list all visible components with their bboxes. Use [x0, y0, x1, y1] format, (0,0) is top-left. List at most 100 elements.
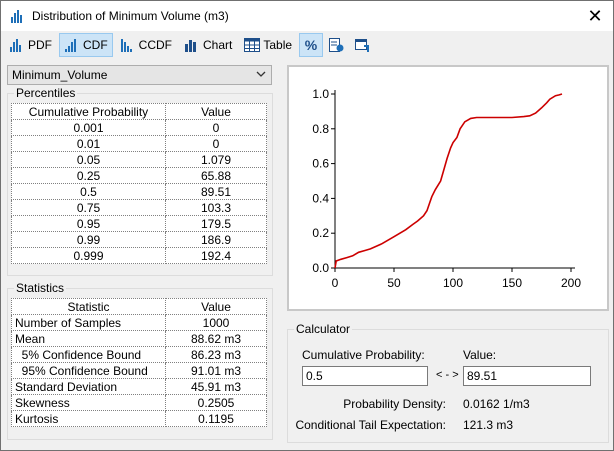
chart-label: Chart	[203, 38, 233, 52]
cdf-button[interactable]: CDF	[59, 33, 113, 57]
close-icon: ✕	[587, 5, 603, 26]
percentile-cell-label: 0.95	[11, 215, 166, 232]
value-label: Value:	[463, 348, 497, 362]
y-tick-label: 1.0	[312, 87, 329, 101]
percentile-cell-value: 0	[165, 135, 267, 152]
statistic-row: Number of Samples 1000	[11, 314, 267, 331]
table-button[interactable]: Table	[239, 33, 297, 57]
percentiles-group: Percentiles	[7, 86, 273, 276]
percentile-cell-value: 103.3	[165, 199, 267, 216]
result-selector-dropdown[interactable]: Minimum_Volume	[7, 65, 272, 85]
statistic-cell-label: Kurtosis	[11, 410, 166, 427]
toolbar: PDF CDF CCDF Chart	[1, 31, 613, 59]
statistic-cell-value: 45.91 m3	[165, 378, 267, 395]
x-tick-label: 150	[502, 276, 522, 290]
percent-icon: %	[304, 37, 318, 53]
properties-icon	[328, 38, 344, 52]
statistic-cell-label: 5% Confidence Bound	[11, 346, 166, 363]
statistic-cell-value: 0.2505	[165, 394, 267, 411]
statistic-cell-label: Skewness	[11, 394, 166, 411]
cdf-chart: 0 50 100 150 200 0.0 0.2 0.4 0.6 0.8 1.0	[312, 87, 581, 290]
percentile-row: 0.25 65.88	[11, 167, 267, 184]
percentile-row: 0.05 1.079	[11, 151, 267, 168]
cdf-series-line	[334, 93, 563, 269]
table-label: Table	[263, 38, 293, 52]
percentile-cell-value: 0	[165, 119, 267, 136]
percentile-cell-label: 0.75	[11, 199, 166, 216]
value-input[interactable]: 89.51	[463, 366, 591, 386]
conditional-tail-expectation-label: Conditional Tail Expectation:	[295, 418, 446, 432]
percentile-cell-label: 0.01	[11, 135, 166, 152]
calculator-group: Calculator Cumulative Probability: Value…	[287, 322, 609, 443]
statistics-table: Statistic Value Number of Samples 1000 Mea…	[11, 298, 267, 427]
x-tick-label: 100	[443, 276, 463, 290]
percentile-cell-value: 1.079	[165, 151, 267, 168]
pdf-label: PDF	[28, 38, 52, 52]
statistic-cell-label: Number of Samples	[11, 314, 166, 331]
percentile-row: 0.001 0	[11, 119, 267, 136]
arrow-label: < - >	[436, 369, 459, 381]
x-tick-label: 200	[561, 276, 581, 290]
export-button[interactable]	[351, 33, 375, 57]
percentile-row: 0.95 179.5	[11, 215, 267, 232]
statistic-row: Standard Deviation 45.91 m3	[11, 378, 267, 395]
percentile-cell-label: 0.999	[11, 247, 166, 264]
statistics-header-value: Value	[165, 298, 267, 315]
y-tick-label: 0.4	[312, 191, 329, 205]
statistic-row: 5% Confidence Bound 86.23 m3	[11, 346, 267, 363]
cdf-label: CDF	[83, 38, 108, 52]
window-title: Distribution of Minimum Volume (m3)	[32, 9, 229, 23]
table-icon	[244, 38, 261, 52]
statistic-cell-label: 95% Confidence Bound	[11, 362, 166, 379]
cumulative-probability-input[interactable]: 0.5	[302, 366, 428, 386]
percentile-cell-value: 192.4	[165, 247, 267, 264]
conditional-tail-expectation-value: 121.3 m3	[463, 418, 514, 432]
chevron-down-icon	[256, 71, 266, 77]
percentile-cell-label: 0.5	[11, 183, 166, 200]
ccdf-button[interactable]: CCDF	[115, 33, 177, 57]
percentile-row: 0.999 192.4	[11, 247, 267, 264]
percentile-cell-value: 89.51	[165, 183, 267, 200]
close-button[interactable]: ✕	[577, 1, 613, 31]
x-tick-label: 50	[387, 276, 401, 290]
export-icon	[354, 39, 369, 52]
chart-icon	[185, 40, 196, 52]
x-tick-label: 0	[332, 276, 339, 290]
calculator-label: Calculator	[294, 322, 353, 336]
percentiles-header-value: Value	[165, 103, 267, 120]
percentile-cell-label: 0.001	[11, 119, 166, 136]
percent-button[interactable]: %	[299, 33, 324, 57]
percentile-cell-label: 0.05	[11, 151, 166, 168]
statistic-cell-value: 1000	[165, 314, 267, 331]
result-selector-value: Minimum_Volume	[12, 68, 108, 82]
statistic-row: Skewness 0.2505	[11, 394, 267, 411]
percentiles-label: Percentiles	[14, 86, 78, 100]
cumulative-probability-label: Cumulative Probability:	[302, 348, 425, 362]
percentile-cell-label: 0.99	[11, 231, 166, 248]
y-tick-label: 0.0	[312, 261, 329, 275]
ccdf-icon	[120, 39, 132, 52]
percentile-cell-value: 186.9	[165, 231, 267, 248]
statistic-cell-value: 88.62 m3	[165, 330, 267, 347]
percentiles-header-cumulative-probability: Cumulative Probability	[11, 103, 166, 120]
statistics-label: Statistics	[14, 281, 67, 295]
y-tick-label: 0.6	[312, 157, 329, 171]
title-bar: Distribution of Minimum Volume (m3) ✕	[1, 1, 613, 31]
probability-density-value: 0.0162 1/m3	[463, 397, 530, 411]
cdf-icon	[65, 39, 76, 52]
percentile-cell-label: 0.25	[11, 167, 166, 184]
properties-button[interactable]	[325, 33, 349, 57]
statistic-row: Kurtosis 0.1195	[11, 410, 267, 427]
y-tick-label: 0.2	[312, 226, 329, 240]
statistics-header-statistic: Statistic	[11, 298, 166, 315]
statistic-cell-value: 91.01 m3	[165, 362, 267, 379]
statistic-row: 95% Confidence Bound 91.01 m3	[11, 362, 267, 379]
chart-button[interactable]: Chart	[179, 33, 237, 57]
statistics-group: Statistics	[7, 281, 273, 440]
ccdf-label: CCDF	[138, 38, 172, 52]
pdf-button[interactable]: PDF	[4, 33, 57, 57]
percentile-row: 0.99 186.9	[11, 231, 267, 248]
percentile-row: 0.75 103.3	[11, 199, 267, 216]
cdf-chart-panel: 0 50 100 150 200 0.0 0.2 0.4 0.6 0.8 1.0	[287, 65, 609, 311]
percentile-row: 0.01 0	[11, 135, 267, 152]
